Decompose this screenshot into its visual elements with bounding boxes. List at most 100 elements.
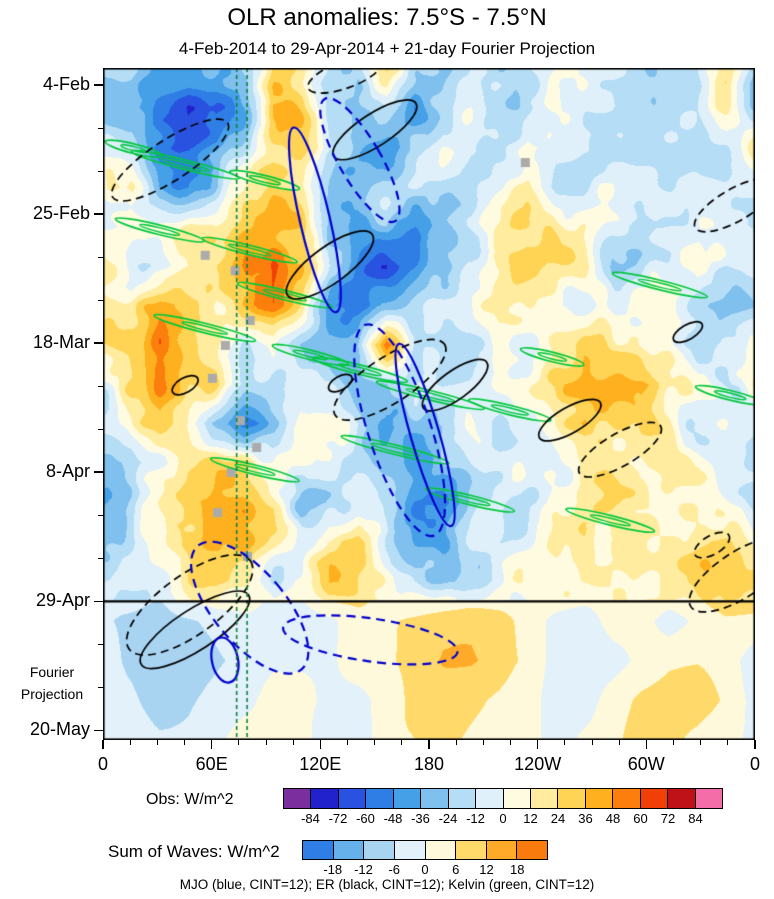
y-minor-tick-mark: [98, 557, 103, 559]
y-minor-tick-mark: [98, 643, 103, 645]
colorbar-cell: [486, 841, 518, 859]
x-minor-tick-mark: [347, 740, 348, 745]
obs-colorbar-label: Obs: W/m^2: [146, 791, 234, 808]
x-minor-tick-mark: [618, 740, 620, 745]
colorbar-cell: [364, 841, 395, 859]
hovmoller-plot-canvas: [103, 68, 755, 740]
y-tick-label: 8-Apr: [45, 461, 90, 482]
x-tick-mark: [536, 740, 539, 749]
y-minor-tick-mark: [98, 299, 103, 301]
colorbar-tick-label: 24: [550, 811, 566, 826]
colorbar-cell: [448, 789, 477, 808]
x-minor-tick-mark: [265, 740, 267, 745]
x-minor-tick-mark: [482, 740, 484, 745]
waves-colorbar: -18 -12 -6 0 6 12 18: [302, 840, 548, 877]
colorbar-tick-label: -72: [328, 811, 348, 826]
y-tick-label: 4-Feb: [42, 74, 90, 94]
y-minor-tick-mark: [98, 514, 103, 516]
y-tick-mark: [94, 84, 103, 86]
colorbar-tick-label: 60: [633, 811, 648, 826]
colorbar-tick-label: 12: [479, 862, 494, 877]
y-minor-tick-mark: [98, 127, 103, 129]
colorbar-cell: [303, 841, 334, 859]
colorbar-tick-label: -6: [388, 862, 401, 877]
colorbar-tick-label: -84: [301, 811, 320, 826]
colorbar-cell: [456, 841, 487, 859]
colorbar-cell: [366, 789, 394, 808]
figure-subtitle: 4-Feb-2014 to 29-Apr-2014 + 21-day Fouri…: [178, 39, 596, 58]
y-tick-label: 18-Mar: [32, 332, 90, 353]
x-tick-label: 180: [413, 754, 445, 774]
colorbar-tick-label: 84: [688, 811, 703, 826]
x-minor-tick-mark: [700, 740, 702, 745]
x-tick-label: 0: [749, 754, 760, 774]
colorbar-cell: [476, 789, 504, 808]
colorbar-cell: [394, 841, 426, 859]
colorbar-cell: [668, 789, 696, 808]
x-minor-tick-mark: [292, 740, 294, 745]
y-tick-mark: [94, 342, 103, 344]
colorbar-tick-label: 48: [605, 811, 621, 826]
obs-colorbar: -84 -72 -60 -48 -36 -24 -12 0 12 24 36 48 60 72 84: [283, 788, 723, 826]
waves-colorbar-cells: [302, 840, 548, 860]
x-tick-label: 0: [97, 754, 108, 774]
x-minor-tick-mark: [374, 740, 376, 745]
colorbar-tick-label: -48: [383, 811, 403, 826]
colorbar-cell: [421, 789, 449, 808]
figure-title: OLR anomalies: 7.5°S - 7.5°N: [227, 4, 547, 31]
colorbar-cell: [530, 789, 559, 808]
colorbar-cell: [425, 841, 457, 859]
x-tick-label: 120W: [514, 754, 562, 774]
x-minor-tick-mark: [564, 740, 566, 745]
x-minor-tick-mark: [184, 740, 185, 745]
colorbar-cell: [695, 789, 722, 808]
colorbar-cell: [503, 789, 531, 808]
x-tick-mark: [319, 740, 322, 749]
x-minor-tick-mark: [591, 740, 593, 745]
colorbar-tick-label: -60: [356, 811, 375, 826]
colorbar-tick-label: 0: [499, 811, 507, 826]
y-tick-mark: [94, 213, 103, 215]
colorbar-cell: [517, 841, 547, 859]
y-tick-label: 20-May: [29, 719, 90, 740]
colorbar-cell: [333, 841, 365, 859]
colorbar-tick-label: -18: [323, 862, 343, 877]
x-minor-tick-mark: [129, 740, 131, 745]
x-tick-mark: [645, 740, 648, 749]
x-minor-tick-mark: [455, 740, 457, 745]
colorbar-tick-label: 12: [523, 811, 538, 826]
colorbar-tick-label: -36: [411, 811, 430, 826]
colorbar-tick-label: -24: [438, 811, 458, 826]
colorbar-cell: [284, 789, 312, 808]
obs-colorbar-ticks: -84 -72 -60 -48 -36 -24 -12 0 12 24 36 48 60 72 84: [283, 809, 723, 826]
y-minor-tick-mark: [98, 686, 103, 688]
obs-colorbar-cells: [283, 788, 723, 809]
y-tick-label: 29-Apr: [35, 590, 90, 611]
colorbar-cell: [613, 789, 641, 808]
colorbar-tick-label: -12: [466, 811, 485, 826]
y-tick-label: 25-Feb: [32, 203, 90, 224]
waves-colorbar-ticks: -18 -12 -6 0 6 12 18: [302, 860, 548, 877]
y-minor-tick-mark: [98, 428, 103, 430]
x-tick-label: 60W: [627, 754, 665, 774]
colorbar-tick-label: -12: [354, 862, 373, 877]
x-tick-label: 60E: [195, 754, 228, 774]
x-minor-tick-mark: [156, 740, 158, 745]
x-tick-mark: [102, 740, 104, 749]
legend-caption: MJO (blue, CINT=12); ER (black, CINT=12)…: [179, 877, 595, 892]
x-minor-tick-mark: [673, 740, 674, 745]
x-minor-tick-mark: [401, 740, 403, 745]
colorbar-tick-label: 72: [660, 811, 676, 826]
x-minor-tick-mark: [238, 740, 240, 745]
y-minor-tick-mark: [98, 256, 103, 258]
colorbar-tick-label: 6: [452, 862, 460, 877]
colorbar-cell: [393, 789, 422, 808]
colorbar-cell: [311, 789, 339, 808]
x-tick-label: 120E: [299, 754, 342, 774]
colorbar-cell: [640, 789, 669, 808]
x-minor-tick-mark: [510, 740, 511, 745]
colorbar-cell: [558, 789, 586, 808]
colorbar-tick-label: 18: [510, 862, 525, 877]
colorbar-tick-label: 36: [578, 811, 593, 826]
colorbar-cell: [338, 789, 367, 808]
